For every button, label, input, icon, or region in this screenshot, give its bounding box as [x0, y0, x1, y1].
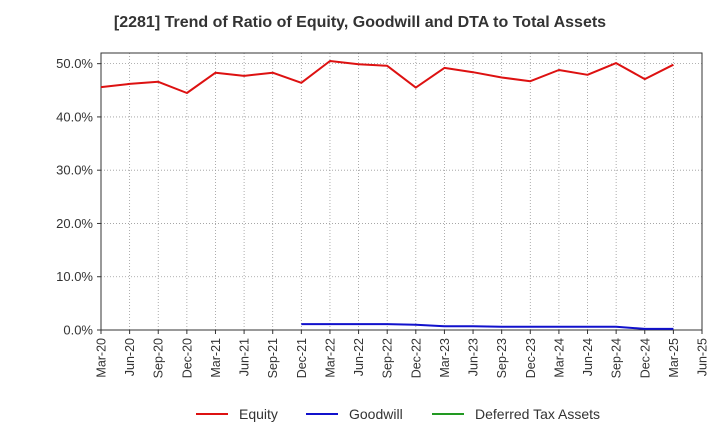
- x-tick-label: Sep-24: [610, 338, 624, 378]
- x-tick-label: Dec-20: [180, 338, 194, 378]
- x-tick-label: Sep-20: [152, 338, 166, 378]
- x-tick-label: Mar-25: [667, 338, 681, 378]
- series-line-equity: [100, 60, 674, 94]
- legend-label-deferred-tax-assets: Deferred Tax Assets: [475, 406, 600, 422]
- legend-label-goodwill: Goodwill: [349, 406, 403, 422]
- x-tick-label: Dec-24: [638, 338, 652, 378]
- y-tick-label: 30.0%: [56, 163, 93, 178]
- y-tick-label: 10.0%: [56, 269, 93, 284]
- y-tick-label: 40.0%: [56, 109, 93, 124]
- x-tick-label: Jun-23: [467, 338, 481, 376]
- x-tick-label: Dec-22: [409, 338, 423, 378]
- legend-label-equity: Equity: [239, 406, 278, 422]
- x-tick-label: Jun-24: [581, 338, 595, 376]
- x-tick-label: Jun-21: [238, 338, 252, 376]
- chart-title: [2281] Trend of Ratio of Equity, Goodwil…: [113, 14, 607, 31]
- x-tick-label: Jun-25: [696, 338, 710, 376]
- x-tick-label: Mar-20: [95, 338, 109, 378]
- x-tick-label: Dec-21: [295, 338, 309, 378]
- x-tick-label: Mar-24: [552, 338, 566, 378]
- x-tick-label: Jun-22: [352, 338, 366, 376]
- plot-area: [101, 53, 702, 330]
- x-tick-label: Sep-22: [381, 338, 395, 378]
- x-tick-label: Jun-20: [123, 338, 137, 376]
- y-tick-label: 50.0%: [56, 56, 93, 71]
- x-tick-label: Sep-21: [266, 338, 280, 378]
- plot-frame: [100, 52, 703, 331]
- x-tick-label: Dec-23: [524, 338, 538, 378]
- y-tick-label: 20.0%: [56, 216, 93, 231]
- x-tick-label: Mar-21: [209, 338, 223, 378]
- x-tick-label: Mar-22: [323, 338, 337, 378]
- x-tick-label: Mar-23: [438, 338, 452, 378]
- y-tick-label: 0.0%: [63, 323, 93, 338]
- series-line-goodwill: [301, 323, 674, 330]
- x-tick-label: Sep-23: [495, 338, 509, 378]
